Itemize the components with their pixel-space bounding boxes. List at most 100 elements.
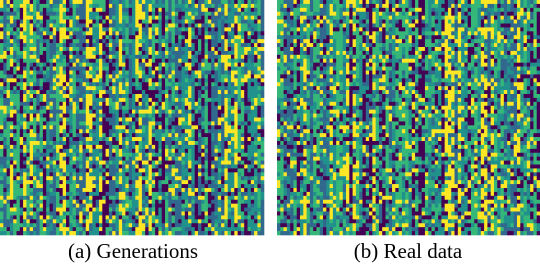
heatmap-cell	[116, 90, 120, 94]
heatmap-cell	[46, 141, 50, 145]
heatmap-cell	[481, 4, 485, 8]
heatmap-cell	[23, 141, 27, 145]
heatmap-cell	[0, 74, 4, 78]
heatmap-cell	[228, 39, 232, 43]
heatmap-cell	[175, 145, 179, 149]
heatmap-cell	[50, 102, 54, 106]
heatmap-cell	[208, 145, 212, 149]
heatmap-cell	[221, 129, 225, 133]
heatmap-cell	[168, 4, 172, 8]
heatmap-cell	[198, 168, 202, 172]
heatmap-cell	[162, 98, 166, 102]
heatmap-cell	[261, 219, 265, 223]
heatmap-cell	[241, 153, 245, 157]
heatmap-cell	[234, 106, 238, 110]
heatmap-cell	[185, 145, 189, 149]
heatmap-cell	[234, 110, 238, 114]
heatmap-cell	[152, 215, 156, 219]
heatmap-cell	[89, 110, 93, 114]
heatmap-cell	[10, 188, 14, 192]
heatmap-cell	[257, 94, 261, 98]
heatmap-cell	[155, 204, 159, 208]
heatmap-cell	[122, 59, 126, 63]
heatmap-cell	[119, 24, 123, 28]
heatmap-cell	[208, 51, 212, 55]
heatmap-cell	[185, 137, 189, 141]
heatmap-cell	[23, 71, 27, 75]
heatmap-cell	[66, 153, 70, 157]
heatmap-cell	[241, 24, 245, 28]
heatmap-cell	[244, 55, 248, 59]
heatmap-cell	[30, 74, 34, 78]
heatmap-cell	[142, 153, 146, 157]
heatmap-cell	[208, 106, 212, 110]
heatmap-cell	[254, 82, 258, 86]
heatmap-cell	[36, 223, 40, 227]
heatmap-cell	[221, 153, 225, 157]
heatmap-cell	[248, 212, 252, 216]
heatmap-cell	[152, 16, 156, 20]
heatmap-cell	[20, 223, 24, 227]
heatmap-cell	[195, 196, 199, 200]
heatmap-cell	[106, 141, 110, 145]
heatmap-cell	[30, 200, 34, 204]
heatmap-cell	[86, 114, 90, 118]
heatmap-cell	[26, 31, 30, 35]
heatmap-cell	[254, 145, 258, 149]
heatmap-cell	[26, 192, 30, 196]
heatmap-cell	[218, 121, 222, 125]
heatmap-cell	[7, 16, 11, 20]
heatmap-cell	[43, 188, 47, 192]
heatmap-cell	[56, 31, 60, 35]
heatmap-cell	[149, 133, 153, 137]
heatmap-cell	[13, 219, 17, 223]
heatmap-cell	[228, 114, 232, 118]
heatmap-cell	[238, 149, 242, 153]
heatmap-cell	[73, 114, 77, 118]
heatmap-cell	[175, 121, 179, 125]
heatmap-cell	[257, 231, 261, 235]
heatmap-cell	[168, 106, 172, 110]
heatmap-cell	[261, 35, 265, 39]
heatmap-cell	[106, 125, 110, 129]
heatmap-cell	[139, 165, 143, 169]
heatmap-cell	[149, 121, 153, 125]
heatmap-cell	[69, 165, 73, 169]
heatmap-cell	[162, 188, 166, 192]
heatmap-cell	[132, 78, 136, 82]
heatmap-cell	[33, 149, 37, 153]
heatmap-cell	[125, 31, 129, 35]
heatmap-cell	[182, 35, 186, 39]
heatmap-cell	[89, 180, 93, 184]
heatmap-cell	[158, 24, 162, 28]
heatmap-cell	[530, 4, 534, 8]
heatmap-cell	[221, 184, 225, 188]
heatmap-cell	[10, 51, 14, 55]
heatmap-cell	[218, 90, 222, 94]
heatmap-cell	[168, 102, 172, 106]
heatmap-cell	[349, 4, 353, 8]
heatmap-cell	[155, 4, 159, 8]
heatmap-cell	[231, 121, 235, 125]
heatmap-cell	[23, 63, 27, 67]
heatmap-cell	[36, 24, 40, 28]
heatmap-cell	[228, 133, 232, 137]
heatmap-cell	[228, 212, 232, 216]
heatmap-cell	[86, 78, 90, 82]
heatmap-cell	[50, 59, 54, 63]
heatmap-cell	[26, 78, 30, 82]
heatmap-cell	[69, 78, 73, 82]
heatmap-cell	[20, 118, 24, 122]
heatmap-cell	[221, 168, 225, 172]
heatmap-cell	[79, 31, 83, 35]
heatmap-cell	[40, 27, 44, 31]
heatmap-cell	[158, 20, 162, 24]
heatmap-cell	[392, 0, 396, 4]
heatmap-cell	[102, 118, 106, 122]
heatmap-cell	[76, 219, 80, 223]
heatmap-cell	[92, 165, 96, 169]
heatmap-cell	[208, 102, 212, 106]
heatmap-cell	[162, 90, 166, 94]
heatmap-cell	[46, 227, 50, 231]
heatmap-cell	[109, 212, 113, 216]
